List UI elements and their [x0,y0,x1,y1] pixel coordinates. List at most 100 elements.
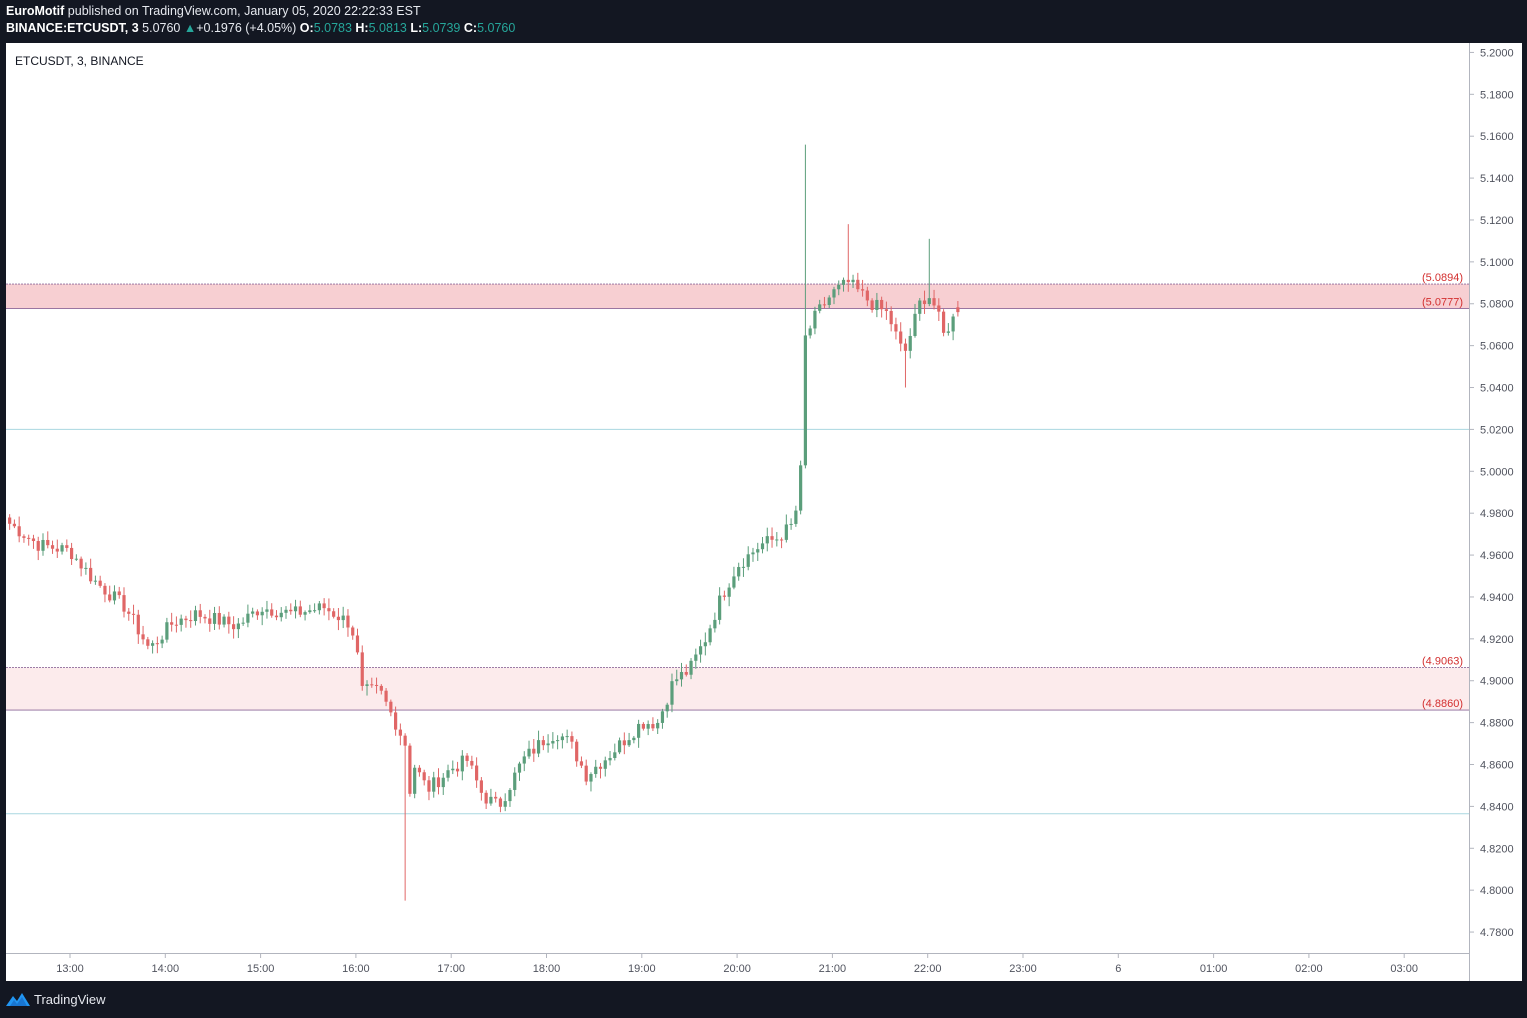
candle-down [417,767,422,773]
candle-down [89,567,93,582]
candle-up [703,642,707,647]
candle-down [217,612,221,625]
candle-up [241,622,245,624]
candle-down [336,616,341,621]
candle-down [231,624,236,630]
zone-labels: (5.0894) (5.0777) (4.9063) (4.8860) [1422,272,1463,710]
price-axis[interactable]: 5.2000 5.1800 5.1600 5.1400 5.1200 5.1000 5.08… [1469,47,1514,939]
candle-up [536,740,541,754]
candle-down [903,343,908,351]
candle-down [880,299,884,310]
price-tick-label: 5.0000 [1480,466,1514,478]
high-label: H: [355,21,369,35]
candle-down [289,609,293,612]
candle-up [74,558,78,560]
candle-up [517,763,522,773]
price-tick-label: 4.8800 [1480,718,1514,730]
open-label: O: [299,21,314,35]
chart-header: EuroMotif published on TradingView.com, … [6,3,1506,41]
candle-down [69,547,74,560]
candle-up [827,297,831,305]
candle-up [150,643,155,646]
candle-down [31,538,36,542]
price-chart-svg[interactable]: 5.2000 5.1800 5.1600 5.1400 5.1200 5.1000 5.08… [6,43,1522,981]
candle-up [160,639,164,644]
candle-down [79,558,83,569]
candle-up [689,660,693,675]
candle-up [851,279,855,283]
candle-up [875,299,879,310]
candle-down [822,304,827,306]
low-label: L: [410,21,423,35]
candle-down [198,610,202,617]
candle-down [374,684,379,686]
candle-down [894,324,898,332]
candle-up [341,615,345,621]
candle-up [656,722,660,729]
candle-down [117,591,121,596]
candle-down [436,777,441,788]
price-tick-label: 4.9800 [1480,508,1514,520]
candle-up [303,612,307,615]
candle-down [146,639,150,646]
candle-up [756,549,760,553]
footer-brand[interactable]: TradingView [34,992,106,1007]
price-tick-label: 5.1200 [1480,215,1514,227]
candle-up [808,328,812,336]
candle-up [193,610,198,622]
candle-up [165,622,169,640]
chart-area[interactable]: 5.2000 5.1800 5.1600 5.1400 5.1200 5.1000 5.08… [6,43,1522,981]
candle-down [779,539,784,541]
candle-up [675,679,679,682]
candle-down [427,780,431,792]
zones-layer [6,283,1469,711]
candle-down [641,723,645,729]
candle-down [475,765,479,781]
candle-down [184,618,188,621]
candle-down [541,740,545,746]
price-change: +0.1976 (+4.05%) [196,21,297,35]
price-tick-label: 5.1800 [1480,89,1514,101]
candle-down [174,624,179,626]
candle-down [899,331,903,344]
candle-down [360,652,364,686]
candle-up [765,536,769,544]
time-tick-label: 15:00 [247,963,275,975]
candle-up [679,671,684,680]
candle-up [741,566,746,568]
zone-1-bottom-label: (4.8860) [1422,698,1463,710]
candle-up [613,752,617,758]
candle-up [918,300,922,314]
candle-up [41,539,45,551]
last-price: 5.0760 [142,21,181,35]
candle-down [455,768,460,772]
time-tick-label: 01:00 [1200,963,1228,975]
candle-up [775,539,779,541]
close-label: C: [463,21,478,35]
candle-up [784,524,788,540]
candle-down [856,279,860,290]
candle-up [527,748,531,757]
candle-down [189,620,193,622]
candle-down [131,613,136,615]
tradingview-logo-icon[interactable] [6,990,30,1008]
price-tick-label: 5.0800 [1480,299,1514,311]
support-lines-layer [6,428,1469,815]
candle-up [813,310,817,329]
candle-down [346,615,350,628]
candle-down [55,548,59,552]
price-tick-label: 4.9000 [1480,676,1514,688]
candle-up [670,681,674,705]
candle-up [951,316,955,332]
time-axis[interactable]: 13:00 14:00 15:00 16:00 17:00 18:00 19:00 20:00… [56,953,1418,976]
candle-up [617,740,622,753]
candle-down [865,290,869,301]
candle-up [794,510,798,524]
candle-up [413,767,417,794]
zone-1-top-label: (4.9063) [1422,656,1463,668]
author-name[interactable]: EuroMotif [6,4,65,18]
candle-up [60,545,64,552]
candle-down [922,300,927,305]
candle-down [394,712,398,730]
candle-up [313,610,317,612]
